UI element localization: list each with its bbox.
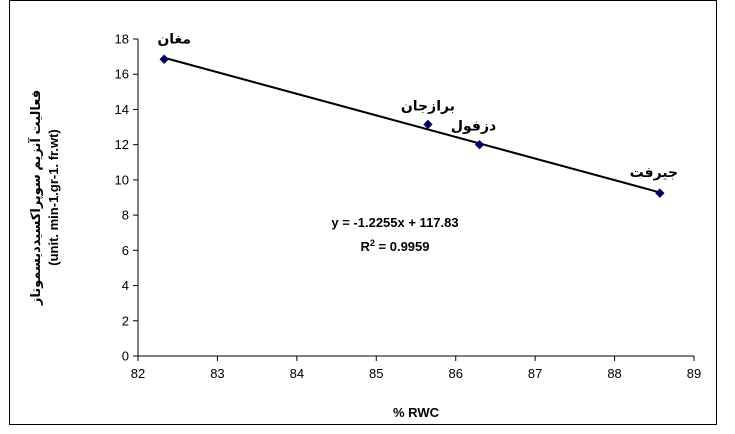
data-point-label: جیرفت xyxy=(630,165,679,181)
trendline-group xyxy=(163,56,661,194)
chart-area: 0 2 4 6 8 10 12 14 16 18 82 83 84 85 86 87 88 89 مغان برا… xyxy=(9,0,717,425)
y-tick-label: 10 xyxy=(115,172,129,187)
data-points xyxy=(159,54,665,198)
trendline xyxy=(163,56,661,194)
x-tick-label: 89 xyxy=(687,366,701,381)
y-tick-label: 6 xyxy=(122,243,129,258)
data-point-marker xyxy=(655,188,665,198)
scatter-chart: 0 2 4 6 8 10 12 14 16 18 82 83 84 85 86 87 88 89 مغان برا… xyxy=(27,31,701,420)
x-tick-label: 82 xyxy=(131,366,145,381)
y-tick-label: 0 xyxy=(122,349,129,364)
y-tick-label: 16 xyxy=(115,67,129,82)
data-point-marker xyxy=(423,119,433,130)
x-tick-label: 84 xyxy=(290,366,304,381)
trendline-equation: y = -1.2255x + 117.83 xyxy=(331,215,458,230)
r-squared-prefix: R xyxy=(361,239,371,254)
x-tick-label: 85 xyxy=(369,366,383,381)
x-tick-label: 83 xyxy=(210,366,224,381)
data-point-label: دزفول xyxy=(451,119,496,135)
data-point-label: برازجان xyxy=(401,98,455,114)
point-labels: مغان برازجان دزفول جیرفت xyxy=(157,31,678,181)
r-squared-label: R2 = 0.9959 xyxy=(361,238,430,254)
x-tick-label: 87 xyxy=(528,366,542,381)
x-tick-label: 86 xyxy=(448,366,462,381)
y-tick-label: 18 xyxy=(115,32,129,47)
x-tick-label: 88 xyxy=(607,366,621,381)
y-tick-label: 2 xyxy=(122,313,129,328)
y-axis-title: فعالیت آنزیم سوپراکسیددیسموتاز (unit. mi… xyxy=(27,90,61,306)
y-axis-title-line1: فعالیت آنزیم سوپراکسیددیسموتاز xyxy=(27,90,43,306)
y-axis: 0 2 4 6 8 10 12 14 16 18 xyxy=(115,32,139,364)
y-tick-label: 12 xyxy=(115,137,129,152)
y-tick-label: 4 xyxy=(122,278,129,293)
x-axis: 82 83 84 85 86 87 88 89 xyxy=(131,355,701,381)
data-point-marker xyxy=(474,139,485,150)
x-axis-title: % RWC xyxy=(393,405,440,420)
y-axis-title-line2: (unit. min-1.gr-1. fr.wt) xyxy=(46,129,61,266)
data-point-marker xyxy=(159,54,169,64)
y-tick-label: 8 xyxy=(122,208,129,223)
r-squared-superscript: 2 xyxy=(370,238,375,248)
y-tick-label: 14 xyxy=(115,102,129,117)
r-squared-value: = 0.9959 xyxy=(375,239,430,254)
data-point-label: مغان xyxy=(157,31,191,47)
